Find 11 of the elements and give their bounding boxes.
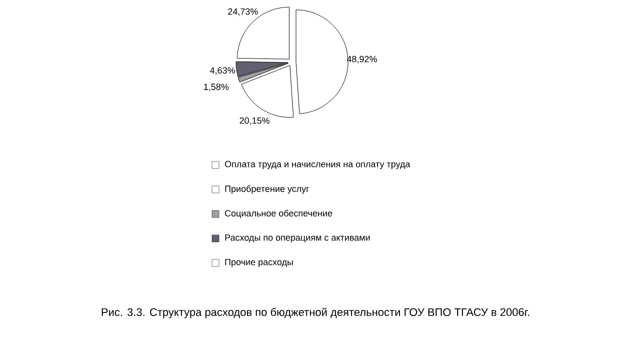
legend-label: Оплата труда и начисления на оплату труда — [224, 160, 410, 170]
legend-label: Приобретение услуг — [225, 185, 310, 194]
legend-label: Расходы по операциям с активами — [225, 234, 370, 243]
data-label: 24,73% — [228, 8, 258, 16]
data-label: 20,15% — [240, 117, 270, 125]
data-label: 4,63% — [210, 67, 236, 75]
text: Рис. 3.3. Структура расходов по бюджетной деятельности ГОУ ВПО ТГАСУ в 2006г. — [102, 308, 530, 318]
legend-label: Прочие расходы — [225, 258, 293, 268]
legend-label: Социальное обеспечение — [224, 210, 332, 218]
data-label: 1,58% — [204, 84, 229, 92]
data-label: 48,92% — [346, 56, 377, 64]
